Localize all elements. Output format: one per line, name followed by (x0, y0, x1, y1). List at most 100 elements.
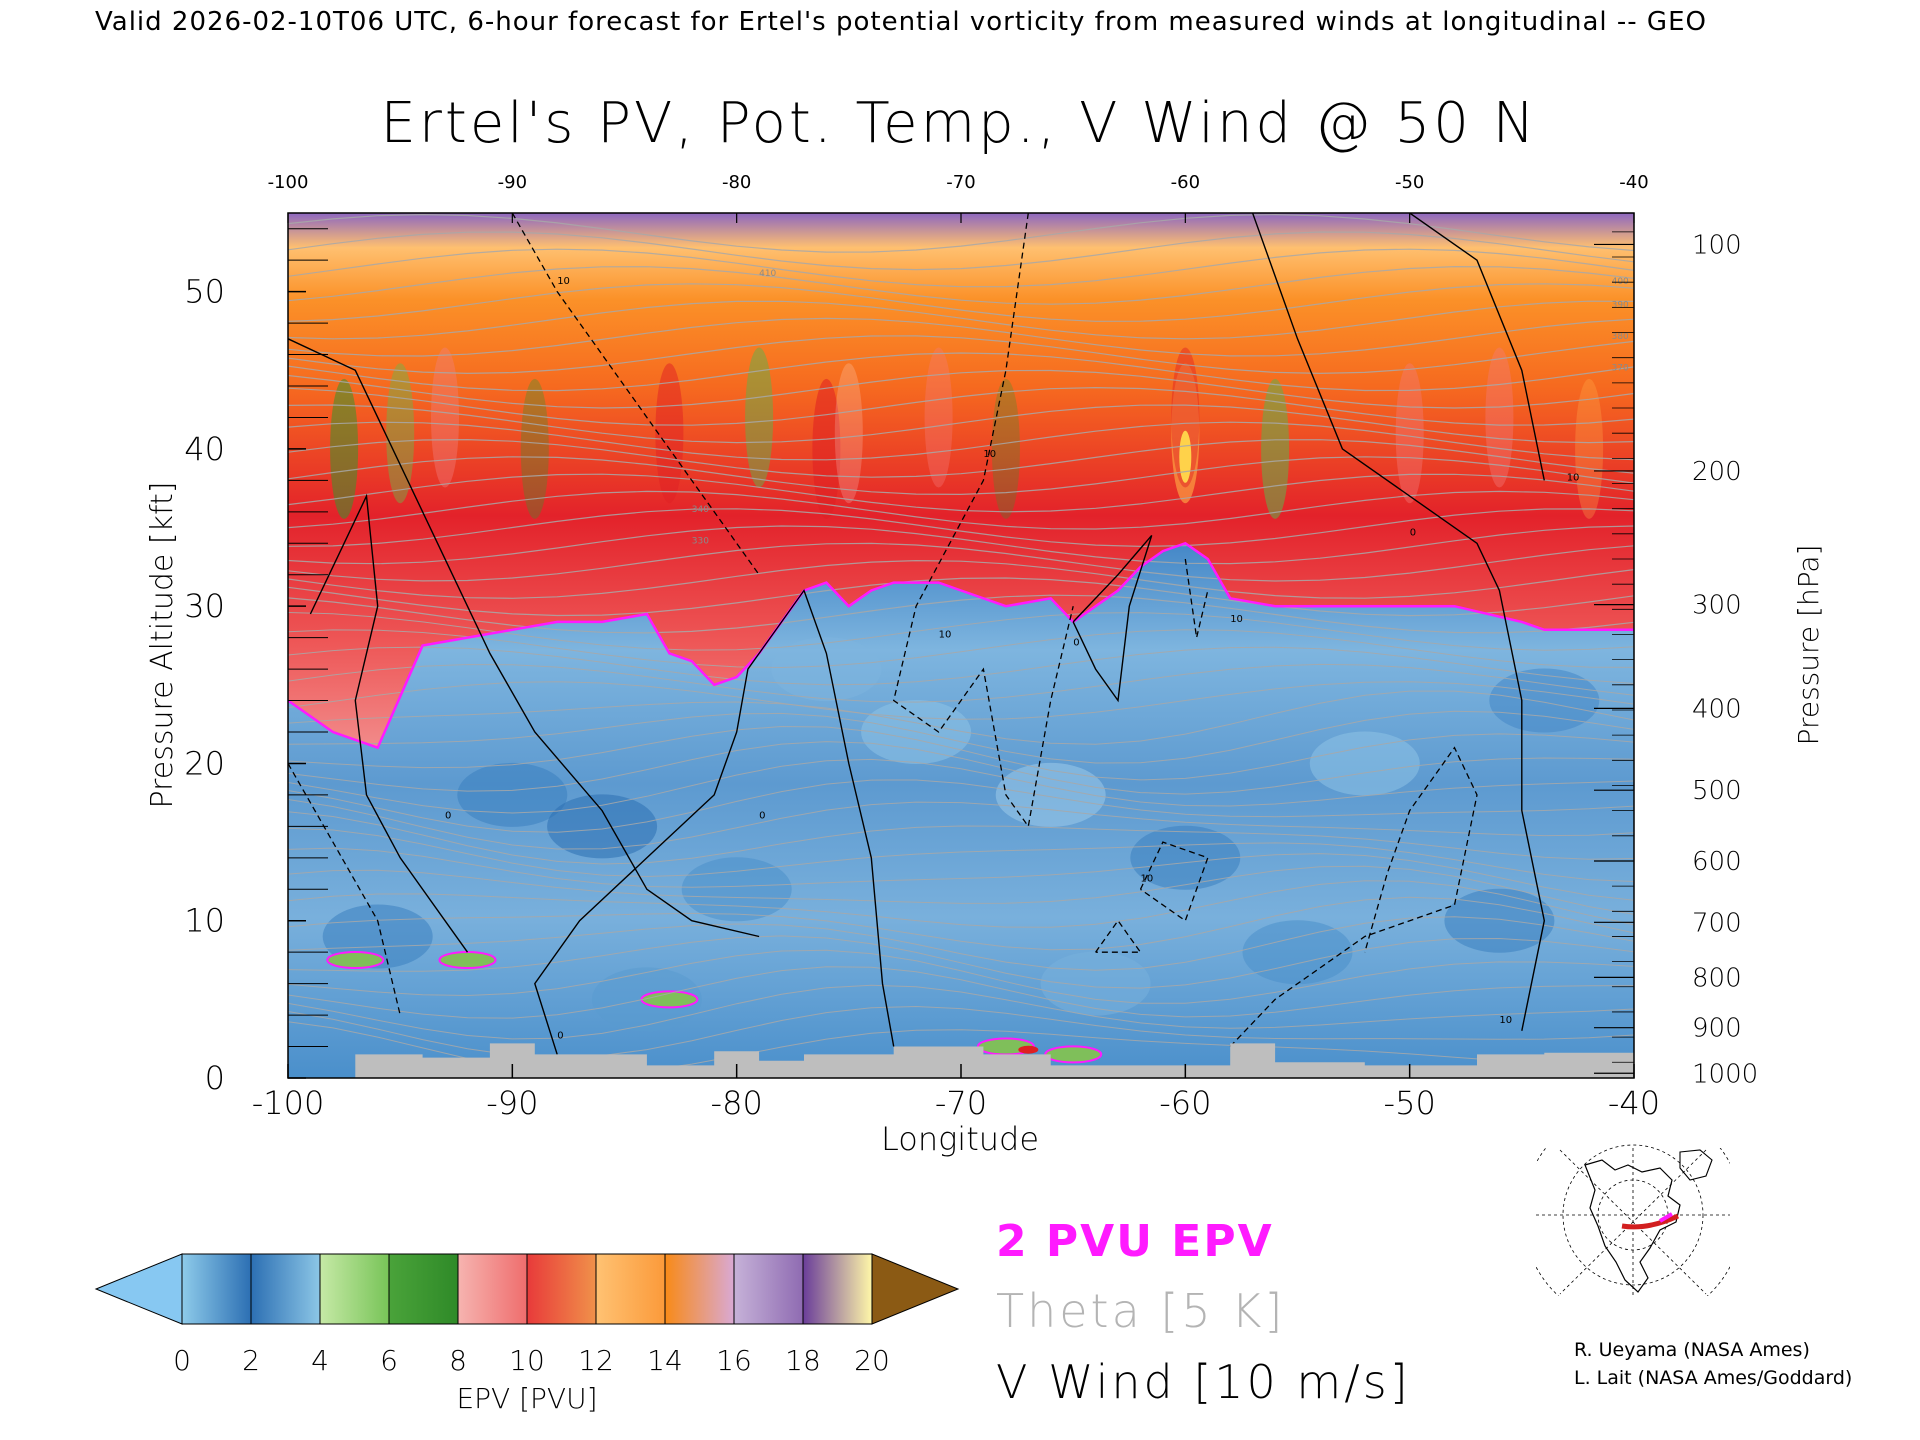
theta-contour (288, 847, 1634, 901)
theta-label: 330 (692, 536, 709, 546)
colorbar-segment (389, 1254, 458, 1324)
credit-line-2: L. Lait (NASA Ames/Goddard) (1574, 1367, 1852, 1389)
field-blob (1444, 888, 1555, 953)
x-tick-label: -90 (486, 1084, 538, 1122)
x-tick-label: -70 (935, 1084, 987, 1122)
field-plume (330, 378, 359, 519)
y-tick-label: 0 (205, 1059, 225, 1097)
field-plume (745, 347, 774, 488)
theta-contour (288, 473, 1634, 513)
theta-contour (288, 681, 1634, 720)
colorbar-tick-label: 14 (647, 1344, 683, 1377)
plot-area: 370 380 390 400 410 340 330 0 0 0 0 0 10 10 10 10 10 10 1… (288, 213, 1634, 1078)
colorbar-over-arrow (871, 1253, 960, 1325)
theta-contour (288, 438, 1634, 478)
field-plume (386, 363, 415, 504)
colorbar-segment (251, 1254, 320, 1324)
top-tick-label: -80 (722, 172, 751, 193)
colorbar-segment (803, 1254, 872, 1324)
vwind-contour-dashed (892, 213, 1074, 829)
theta-contour (288, 935, 1634, 989)
theta-contour (288, 594, 1634, 634)
theta-contour (288, 741, 1634, 795)
valid-line: Valid 2026-02-10T06 UTC, 6-hour forecast… (95, 7, 1707, 37)
colorbar-under-arrow (94, 1253, 183, 1325)
theta-contour (288, 758, 1634, 814)
y-axis-right: 100 200 300 400 500 600 700 800 900 1000 (1594, 230, 1758, 1089)
vwind-contour-solid (534, 589, 895, 1055)
tropopause-2pvu-contour (288, 541, 1634, 750)
y-tick-label: 10 (184, 902, 225, 940)
vwind-contour-dashed (288, 763, 401, 1016)
greenland-coastline (1679, 1149, 1713, 1181)
x-axis-top: -100 -90 -80 -70 -60 -50 -40 (268, 172, 1649, 223)
field-blob (457, 762, 568, 827)
right-tick-label: 1000 (1692, 1059, 1758, 1089)
theta-contour (288, 352, 1634, 392)
vwind-label: 10 (1141, 873, 1154, 884)
y-axis-right-label: Pressure [hPa] (1792, 545, 1825, 746)
theta-contour (288, 421, 1634, 461)
theta-label: 390 (1612, 300, 1629, 310)
theta-contours: 370 380 390 400 410 340 330 (288, 213, 1634, 1074)
theta-label: 340 (692, 505, 709, 515)
colorbar-tick-label: 12 (578, 1344, 614, 1377)
vwind-label: 10 (1499, 1015, 1512, 1026)
x-tick-label: -50 (1384, 1084, 1436, 1122)
right-tick-label: 200 (1692, 457, 1742, 487)
colorbar-segment (458, 1254, 527, 1324)
theta-contour (288, 779, 1634, 833)
vwind-contour-solid (1409, 213, 1545, 481)
theta-contour (288, 690, 1634, 745)
theta-label: 380 (1612, 332, 1629, 342)
field-plume (1261, 378, 1290, 519)
x-axis-label: Longitude (881, 1120, 1039, 1158)
colorbar-tick-label: 16 (716, 1344, 752, 1377)
colorbar-tick-label: 2 (242, 1344, 260, 1377)
right-tick-label: 900 (1692, 1014, 1742, 1044)
colorbar-segment (596, 1254, 665, 1324)
theta-contour (288, 612, 1634, 651)
vwind-label: 0 (557, 1031, 563, 1042)
vwind-contours: 0 0 0 0 0 10 10 10 10 10 10 10 (288, 213, 1579, 1055)
field-plume (834, 363, 863, 504)
credit-line-1: R. Ueyama (NASA Ames) (1574, 1339, 1810, 1361)
x-tick-label: -60 (1159, 1084, 1211, 1122)
field-plume (431, 347, 459, 488)
section-tropopause-marker (1658, 1212, 1674, 1223)
legend-2pvu: 2 PVU EPV (996, 1216, 1274, 1267)
top-tick-label: -70 (946, 172, 975, 193)
right-tick-label: 300 (1692, 591, 1742, 621)
field-blob (1489, 668, 1600, 733)
low-pv-patch (438, 951, 497, 969)
field-blob (995, 762, 1106, 827)
vwind-label: 10 (557, 276, 570, 287)
locator-map (1536, 1144, 1730, 1296)
theta-contour (288, 525, 1634, 565)
low-pv-core (1018, 1045, 1039, 1054)
theta-contour (288, 508, 1634, 548)
theta-contour (288, 386, 1634, 426)
theta-contour (288, 799, 1634, 850)
y-axis-left-label: Pressure Altitude [kft] (145, 482, 180, 809)
colorbar-tick-label: 8 (449, 1344, 467, 1377)
theta-contour (288, 966, 1634, 1019)
theta-contour (288, 559, 1634, 599)
theta-contour (288, 577, 1634, 617)
low-pv-patch (326, 951, 385, 969)
colorbar-tick-label: 4 (311, 1344, 329, 1377)
theta-contour (288, 646, 1634, 686)
vwind-label: 0 (445, 811, 451, 822)
field-blob (1309, 731, 1420, 796)
low-pv-patch (1044, 1045, 1103, 1064)
field-plume (1395, 363, 1424, 504)
theta-contour (288, 248, 1634, 288)
theta-contour (288, 629, 1634, 669)
theta-contour (288, 827, 1634, 882)
field-blob (547, 794, 658, 859)
vwind-contour-dashed (1229, 746, 1478, 1047)
chart-title: Ertel's PV, Pot. Temp., V Wind @ 50 N (380, 91, 1537, 156)
theta-contour (288, 335, 1634, 375)
theta-contour (288, 404, 1634, 444)
